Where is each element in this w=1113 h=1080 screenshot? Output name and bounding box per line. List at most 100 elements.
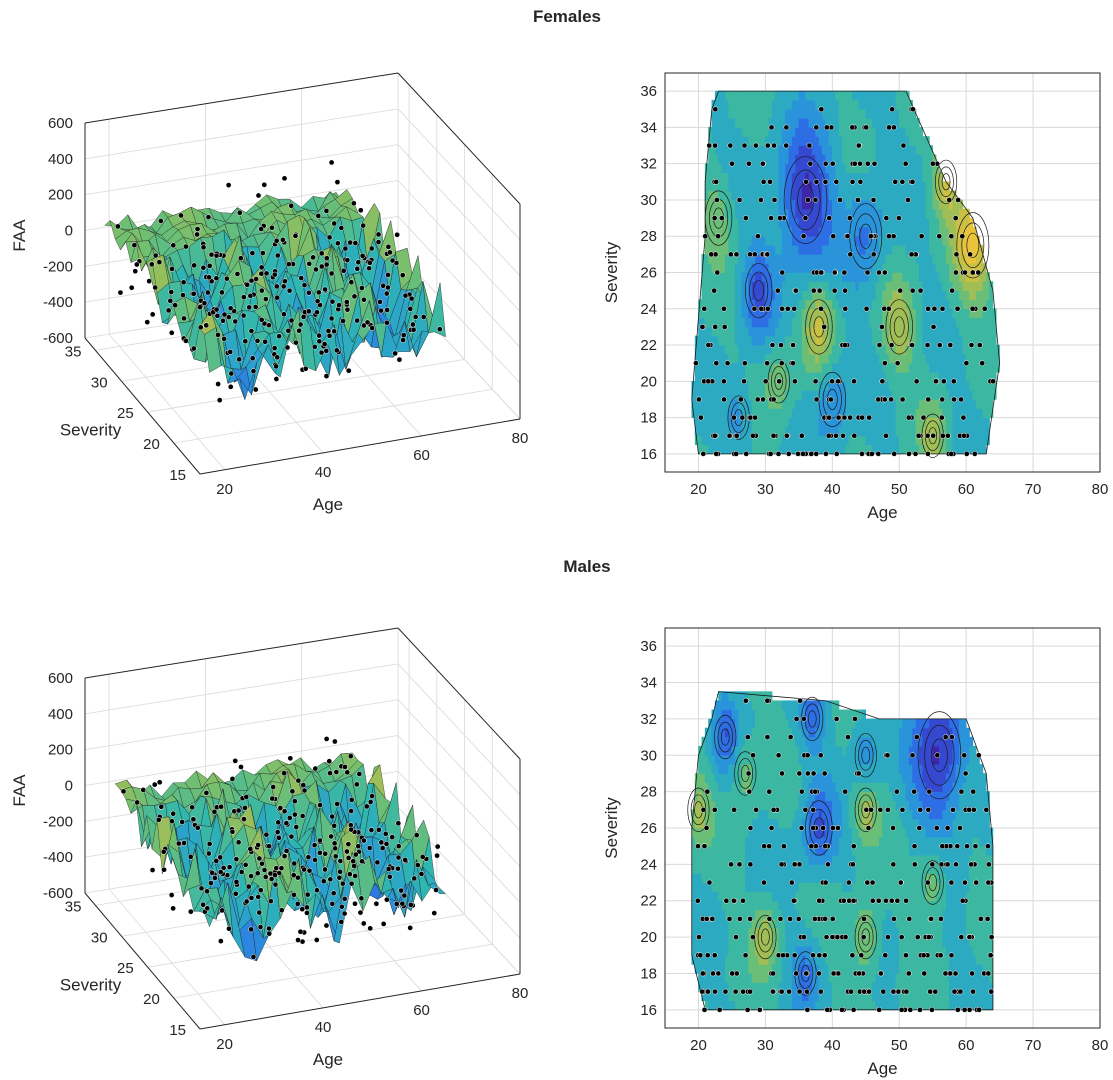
data-point [240, 312, 247, 319]
data-point [318, 250, 325, 257]
contour-cell [888, 353, 893, 364]
x-axis-label: Age [867, 503, 897, 522]
contour-cell [835, 426, 840, 437]
contour-cell [748, 263, 753, 273]
contour-cell [912, 399, 917, 409]
data-point [829, 160, 836, 167]
contour-cell [919, 163, 923, 174]
contour-cell [905, 199, 910, 210]
data-point [323, 255, 330, 262]
contour-cell [925, 181, 930, 192]
data-point [367, 799, 374, 805]
contour-cell [745, 172, 749, 183]
contour-cell [801, 381, 806, 391]
contour-cell [835, 272, 840, 282]
contour-cell [932, 344, 937, 355]
contour-cell [992, 353, 997, 364]
contour-cell [982, 362, 987, 373]
contour-cell [885, 127, 890, 137]
data-point [258, 264, 265, 271]
contour-cell [805, 408, 810, 418]
contour-cell [811, 208, 816, 219]
contour-cell [862, 290, 867, 301]
contour-cell [798, 208, 803, 219]
contour-cell [895, 317, 900, 328]
contour-cell [768, 326, 773, 337]
contour-cell [781, 326, 786, 337]
contour-cell [791, 281, 796, 291]
contour-cell [912, 254, 917, 264]
data-point [720, 378, 727, 385]
contour-cell [785, 399, 790, 409]
contour-cell [832, 317, 836, 328]
data-point [857, 160, 863, 167]
contour-cell [805, 172, 810, 183]
contour-cell [862, 426, 867, 437]
contour-cell [952, 344, 957, 355]
contour-cell [878, 226, 883, 237]
contour-cell [969, 244, 974, 255]
contour-cell [805, 299, 810, 310]
contour-cell [955, 226, 960, 237]
contour-cell [868, 190, 873, 201]
data-point [269, 795, 276, 802]
data-point [183, 243, 189, 250]
contour-cell [704, 326, 709, 337]
contour-cell [895, 308, 900, 319]
contour-cell [808, 145, 813, 155]
data-point [258, 287, 265, 294]
contour-cell [724, 154, 729, 164]
contour-cell [765, 408, 770, 418]
contour-cell [758, 263, 763, 273]
contour-cell [865, 381, 870, 391]
data-point [393, 901, 400, 907]
contour-cell [708, 299, 713, 310]
contour-cell [778, 344, 783, 355]
contour-cell [912, 371, 917, 382]
contour-cell [852, 408, 857, 418]
contour-cell [815, 163, 820, 174]
contour-cell [985, 290, 990, 301]
contour-cell [731, 344, 736, 355]
contour-cell [771, 254, 776, 264]
contour-cell [745, 326, 749, 337]
contour-cell [895, 381, 900, 391]
contour-cell [885, 90, 890, 101]
contour-cell [751, 408, 756, 418]
contour-cell [771, 353, 776, 364]
contour-cell [734, 108, 739, 119]
contour-cell [815, 99, 820, 110]
contour-cell [862, 326, 867, 337]
data-point [291, 891, 297, 898]
contour-cell [785, 353, 790, 364]
data-point [913, 378, 920, 385]
data-point [805, 197, 811, 203]
contour-cell [975, 399, 980, 409]
contour-cell [758, 136, 763, 146]
contour-cell [832, 371, 836, 382]
contour-cell [858, 263, 863, 273]
contour-cell [771, 281, 776, 291]
contour-cell [885, 435, 890, 446]
contour-cell [959, 417, 964, 427]
contour-cell [791, 226, 796, 237]
contour-cell [922, 272, 927, 282]
contour-cell [905, 299, 910, 310]
contour-cell [795, 108, 800, 119]
data-point [368, 245, 375, 252]
contour-cell [748, 362, 753, 373]
contour-cell [768, 281, 773, 291]
data-point [235, 839, 242, 846]
contour-cell [704, 235, 709, 246]
contour-cell [825, 172, 830, 183]
data-point [859, 414, 866, 421]
contour-cell [728, 353, 733, 364]
contour-cell [888, 154, 893, 164]
contour-cell [882, 217, 887, 228]
data-point [262, 338, 268, 345]
contour-cell [935, 226, 940, 237]
contour-cell [791, 217, 796, 228]
contour-cell [758, 326, 763, 337]
contour-cell [892, 154, 897, 164]
data-point [323, 736, 330, 742]
